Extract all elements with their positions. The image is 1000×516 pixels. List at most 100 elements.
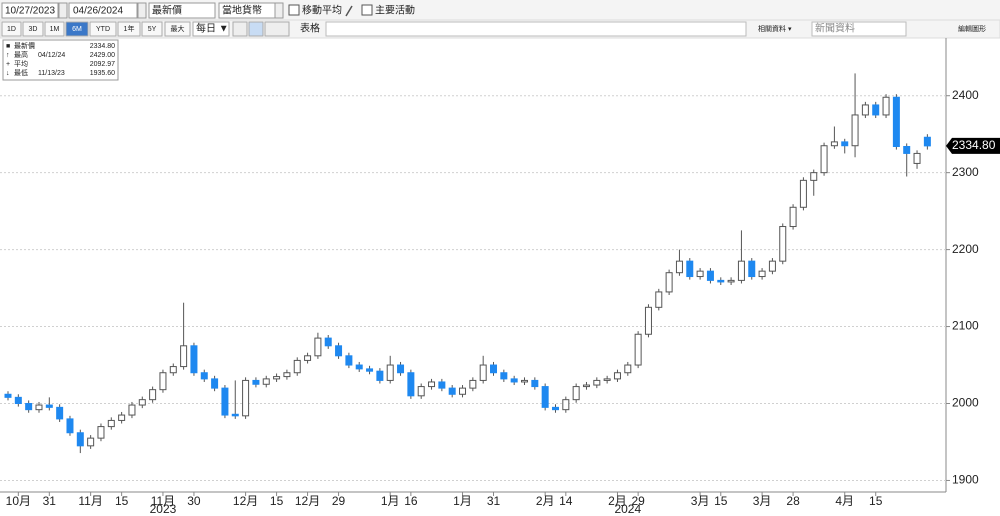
end-date-input[interactable] [68,2,138,19]
range-button[interactable] [141,21,163,37]
price-tag-label: 2334.80 [952,138,996,152]
events-label: 主要活動 [375,4,415,17]
x-tick-label: 31 [43,494,57,508]
candle-body [562,399,570,411]
candle-body [118,414,126,421]
date-picker[interactable] [137,2,147,19]
range-button[interactable] [89,21,117,37]
tool-button[interactable] [232,21,248,37]
candle-body [500,372,508,380]
x-tick-label: 1月 [453,494,472,508]
x-tick-label: 12月 [233,494,258,508]
x-tick-label: 28 [786,494,800,508]
candle-body [242,379,250,417]
x-tick-label: 30 [187,494,201,508]
legend-date: 04/12/24 [38,52,65,59]
candle-body [541,386,549,408]
legend-name: 最高 [14,50,28,59]
candle-body [366,368,374,372]
candle-body [180,345,188,368]
range-button[interactable] [1,21,22,37]
candle-body [521,379,528,383]
tool-button[interactable] [248,21,264,37]
range-label: 3D [29,26,38,33]
candle-body [397,364,405,374]
legend-icon: + [6,61,10,68]
date-picker[interactable] [58,2,68,19]
start-date-input[interactable] [1,2,59,19]
candle-body [779,226,787,262]
table-button[interactable]: 表格 [300,22,320,35]
legend-icon: ↑ [6,52,10,59]
y-tick-label: 2400 [952,88,979,102]
candle-body [820,145,828,174]
range-button[interactable] [117,21,141,37]
range-label: 1年 [124,24,135,33]
field: 最新價 [152,4,182,17]
legend-name: 最低 [14,68,28,77]
range-button[interactable] [44,21,65,37]
search-input[interactable] [325,21,747,37]
candle-body [56,406,64,420]
candle-body [428,381,436,388]
candle-body [717,279,725,283]
y-tick-label: 2100 [952,319,979,333]
x-tick-label: 16 [404,494,418,508]
candle-body [727,279,735,283]
pencil-icon[interactable] [345,5,353,17]
candle-body [799,179,807,208]
moving-average-label: 移動平均 [302,4,342,17]
news-button[interactable]: 新聞資料 [815,22,855,35]
candle-body [490,364,498,374]
legend-icon: ■ [6,43,10,50]
field-select[interactable] [148,2,216,19]
candle-body [448,387,456,395]
x-tick-label: 11月 [151,494,175,508]
candle-body [335,345,343,357]
candle-body [128,404,136,416]
dropdown-button[interactable] [274,2,284,19]
legend-value: 2334.80 [90,43,115,50]
range-button[interactable] [22,21,44,37]
candle-body [593,379,601,386]
checkbox[interactable] [361,4,373,16]
news-input[interactable] [811,21,907,37]
range-button[interactable] [164,21,191,37]
candle-body [634,333,642,366]
candle-body [273,376,281,380]
candle-body [438,381,446,389]
candle-body [665,272,673,293]
range-label: 最大 [171,24,185,33]
x-tick-label: 3月 [753,494,772,508]
candle-body [841,141,849,147]
candle-body [686,260,694,278]
range-label: YTD [96,26,110,33]
edit-button[interactable]: 編輯圖形 [958,24,986,33]
legend-name: 平均 [14,59,28,68]
range-button[interactable] [65,21,89,37]
legend-icon: ↓ [6,70,10,77]
candle-body [97,426,105,439]
x-tick-label: 14 [559,494,573,508]
candle-body [283,372,291,378]
candle-body [345,355,353,366]
candle-body [696,270,704,278]
candle-body [459,387,467,395]
candle-body [169,366,177,374]
candle-body [737,260,745,281]
checkbox[interactable] [288,4,300,16]
range-label: 1M [50,26,60,33]
candle-body [231,413,239,417]
related-button[interactable]: 相關資料 ▾ [758,24,792,33]
x-tick-label: 4月 [835,494,854,508]
candle-body [221,387,229,416]
candle-body [149,389,157,401]
candle-body [531,379,539,388]
frequency-select[interactable] [192,21,230,37]
tool-button[interactable] [264,21,290,37]
candle-body [211,378,219,389]
candle-body [76,432,84,447]
candle-body [748,260,756,278]
candle-body [851,114,859,147]
